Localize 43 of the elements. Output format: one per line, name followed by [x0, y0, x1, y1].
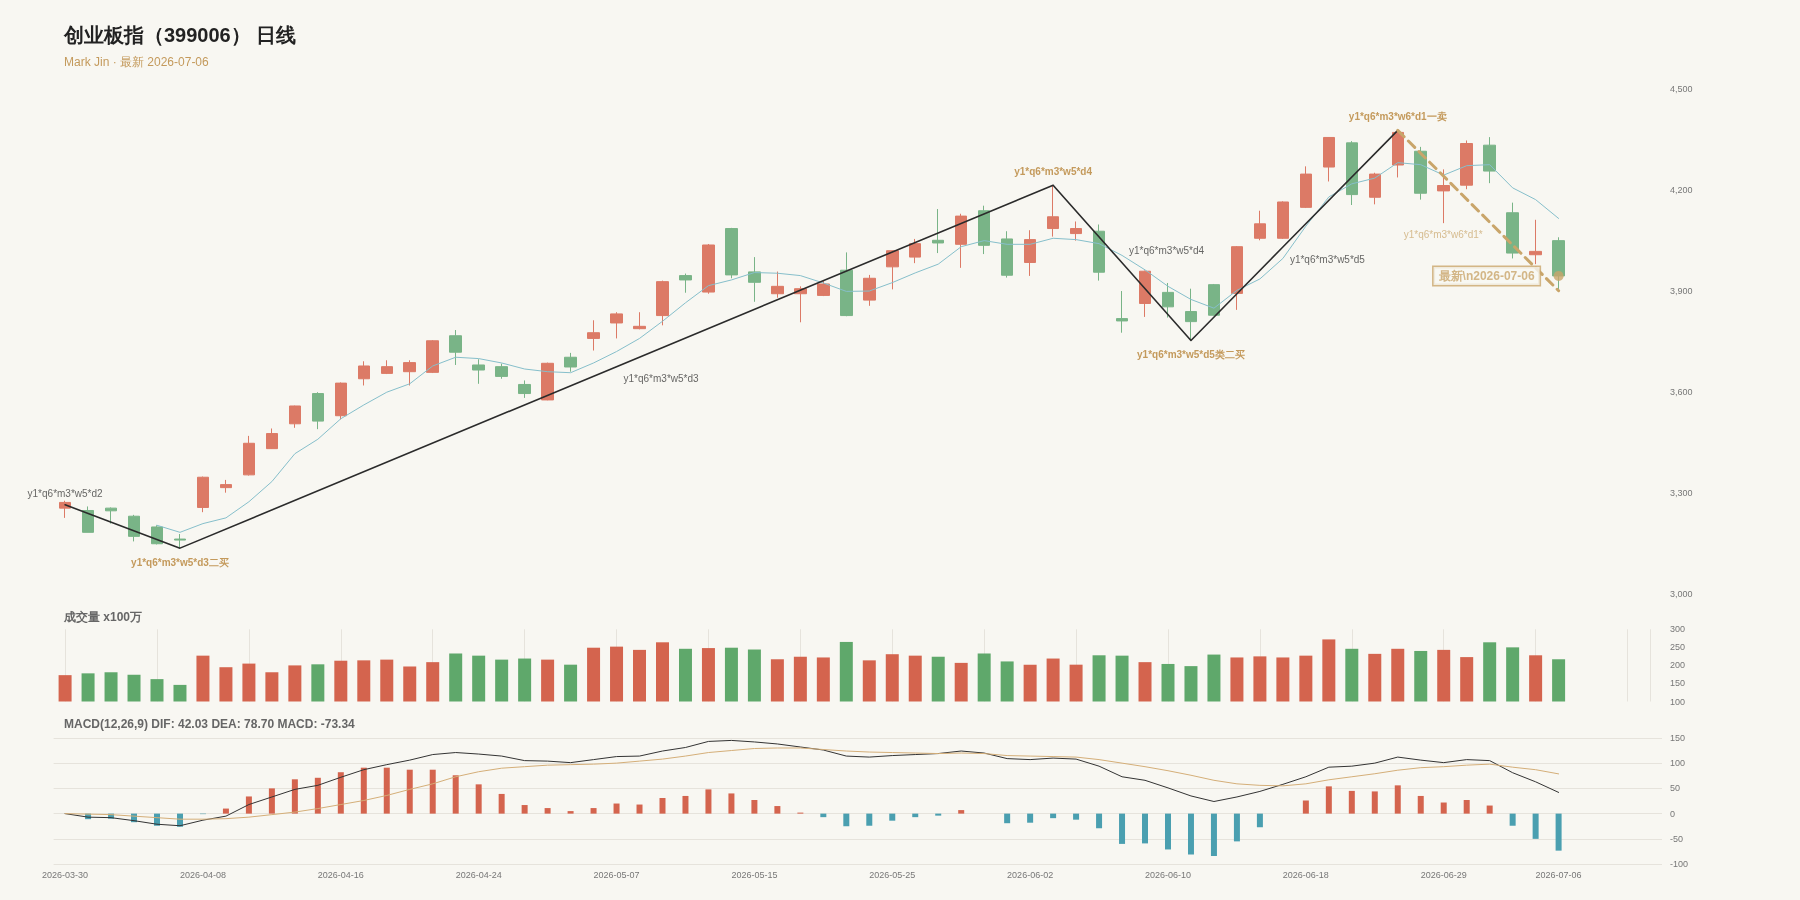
- x-tick-label: 2026-06-02: [1007, 869, 1054, 880]
- y-tick-label: 100: [1670, 758, 1686, 769]
- y-tick-label: 0: [1670, 808, 1676, 819]
- x-tick-label: 2026-06-18: [1282, 869, 1329, 880]
- y-tick-label: 3,600: [1670, 386, 1693, 397]
- chart-title: 成交量 x100万: [63, 610, 143, 624]
- y-tick-label: 4,500: [1670, 84, 1693, 95]
- data-label: y1*q6*m3*w5*d4: [1014, 165, 1093, 177]
- y-tick-label: 150: [1670, 732, 1686, 743]
- y-tick-label: -50: [1670, 833, 1684, 844]
- data-label: y1*q6*m3*w5*d3: [623, 373, 700, 385]
- data-label: y1*q6*m3*w5*d5类二买: [1137, 348, 1245, 360]
- x-tick-label: 2026-04-24: [455, 869, 502, 880]
- x-tick-label: 2026-07-06: [1535, 869, 1582, 880]
- chart-title: 创业板指（399006） 日线: [63, 24, 297, 46]
- x-tick-label: 2026-05-25: [869, 869, 916, 880]
- y-tick-label: 3,000: [1670, 588, 1693, 599]
- x-tick-label: 2026-03-30: [42, 869, 89, 880]
- x-tick-label: 2026-05-07: [593, 869, 640, 880]
- y-tick-label: 100: [1670, 696, 1686, 707]
- x-tick-label: 2026-04-16: [317, 869, 364, 880]
- x-tick-label: 2026-06-10: [1144, 869, 1192, 880]
- data-label: y1*q6*m3*w6*d1一卖: [1348, 110, 1447, 122]
- y-tick-label: 300: [1670, 624, 1686, 635]
- y-tick-label: 250: [1670, 642, 1686, 653]
- y-tick-label: 50: [1670, 783, 1681, 794]
- x-tick-label: 2026-06-29: [1420, 869, 1467, 880]
- data-label: y1*q6*m3*w6*d1*: [1403, 228, 1483, 240]
- y-tick-label: 150: [1670, 678, 1686, 689]
- y-tick-label: 200: [1670, 660, 1686, 671]
- y-tick-label: 3,300: [1670, 487, 1693, 498]
- data-label: 最新\n2026-07-06: [1437, 268, 1535, 283]
- data-label: y1*q6*m3*w5*d3二买: [131, 556, 229, 568]
- chart-title: MACD(12,26,9) DIF: 42.03 DEA: 78.70 MACD: -73.34: [64, 717, 356, 731]
- y-tick-label: 3,900: [1670, 286, 1693, 297]
- x-tick-label: 2026-05-15: [731, 869, 778, 880]
- chart-subtitle: Mark Jin · 最新 2026-07-06: [64, 55, 210, 69]
- data-label: y1*q6*m3*w5*d5: [1289, 253, 1366, 265]
- data-label: y1*q6*m3*w5*d4: [1129, 245, 1205, 257]
- x-tick-label: 2026-04-08: [179, 869, 226, 880]
- data-label: y1*q6*m3*w5*d2: [27, 488, 104, 500]
- y-tick-label: -100: [1670, 859, 1689, 870]
- y-tick-label: 4,200: [1670, 185, 1693, 196]
